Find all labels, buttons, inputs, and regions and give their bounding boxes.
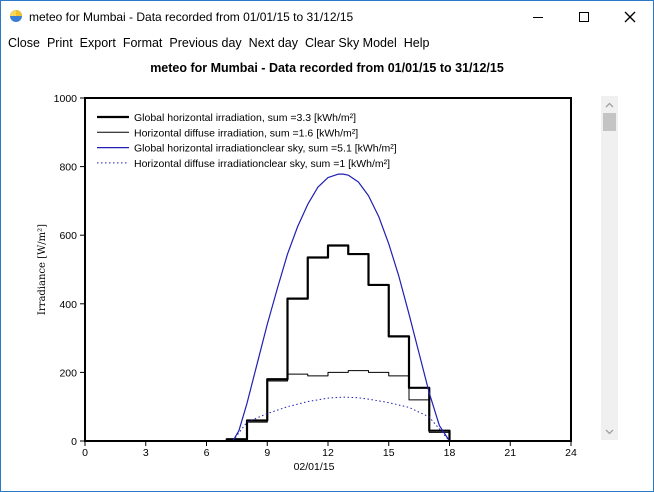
- close-window-button[interactable]: [607, 1, 653, 32]
- chart-title: meteo for Mumbai - Data recorded from 01…: [150, 61, 504, 75]
- x-tick-label: 3: [143, 447, 149, 459]
- maximize-button[interactable]: [561, 1, 607, 32]
- x-tick-label: 15: [383, 447, 395, 459]
- x-tick-label: 21: [504, 447, 516, 459]
- menu-print[interactable]: Print: [46, 36, 73, 50]
- y-tick-label: 0: [71, 436, 77, 448]
- chevron-up-icon: [605, 102, 614, 107]
- y-tick-label: 600: [59, 230, 77, 242]
- y-tick-label: 1000: [54, 93, 78, 105]
- x-tick-label: 24: [565, 447, 577, 459]
- y-tick-label: 200: [59, 367, 77, 379]
- app-icon: [10, 10, 22, 22]
- menu-previous-day[interactable]: Previous day: [169, 36, 242, 50]
- menu-help[interactable]: Help: [403, 36, 430, 50]
- scroll-up-button[interactable]: [601, 96, 618, 113]
- x-tick-label: 12: [322, 447, 334, 459]
- series-line-2: [226, 370, 450, 441]
- minimize-button[interactable]: [515, 1, 561, 32]
- legend-entry: Horizontal diffuse irradiation, sum =1.6…: [134, 127, 358, 139]
- legend-entry: Horizontal diffuse irradiationclear sky,…: [134, 158, 390, 170]
- y-tick-label: 400: [59, 299, 77, 311]
- chevron-down-icon: [605, 429, 614, 434]
- menu-close[interactable]: Close: [8, 36, 40, 50]
- title-bar[interactable]: meteo for Mumbai - Data recorded from 01…: [1, 1, 653, 32]
- window-title: meteo for Mumbai - Data recorded from 01…: [29, 10, 354, 24]
- menu-export[interactable]: Export: [79, 36, 116, 50]
- x-tick-label: 0: [82, 447, 88, 459]
- series-line-1: [225, 244, 451, 441]
- x-tick-label: 6: [204, 447, 210, 459]
- series-line-4: [232, 396, 450, 442]
- legend-entry: Global horizontal irradiation, sum =3.3 …: [134, 112, 356, 124]
- legend-entry: Global horizontal irradiationclear sky, …: [134, 143, 397, 155]
- close-icon: [624, 11, 636, 22]
- scroll-down-button[interactable]: [601, 423, 618, 440]
- minimize-icon: [533, 16, 543, 18]
- y-tick-label: 800: [59, 162, 77, 174]
- menu-clear-sky-model[interactable]: Clear Sky Model: [305, 36, 397, 50]
- x-tick-label: 18: [444, 447, 456, 459]
- menu-bar: Close Print Export Format Previous day N…: [1, 32, 653, 54]
- y-axis-label: Irradiance [W/m²]: [37, 224, 48, 315]
- vertical-scrollbar[interactable]: [601, 96, 618, 440]
- maximize-icon: [579, 11, 589, 22]
- x-axis-label: 02/01/15: [294, 461, 335, 473]
- series-line-3: [232, 173, 451, 442]
- scroll-thumb[interactable]: [603, 113, 616, 131]
- x-tick-label: 9: [264, 447, 270, 459]
- menu-next-day[interactable]: Next day: [248, 36, 299, 50]
- menu-format[interactable]: Format: [122, 36, 163, 50]
